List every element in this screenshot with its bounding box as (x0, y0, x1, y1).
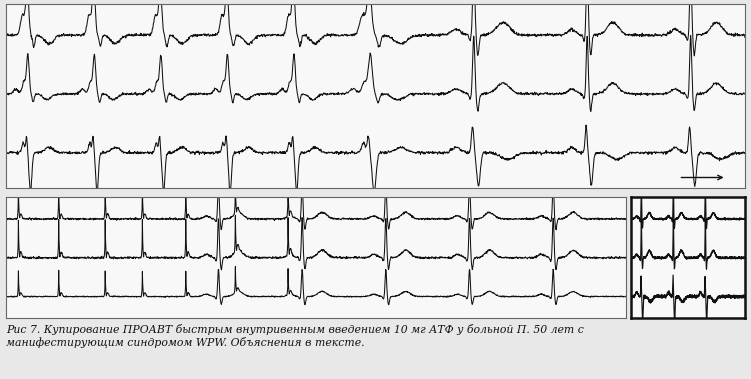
Text: Рис 7. Купирование ПРОАВТ быстрым внутривенным введением 10 мг АТФ у больной П. : Рис 7. Купирование ПРОАВТ быстрым внутри… (6, 324, 584, 348)
